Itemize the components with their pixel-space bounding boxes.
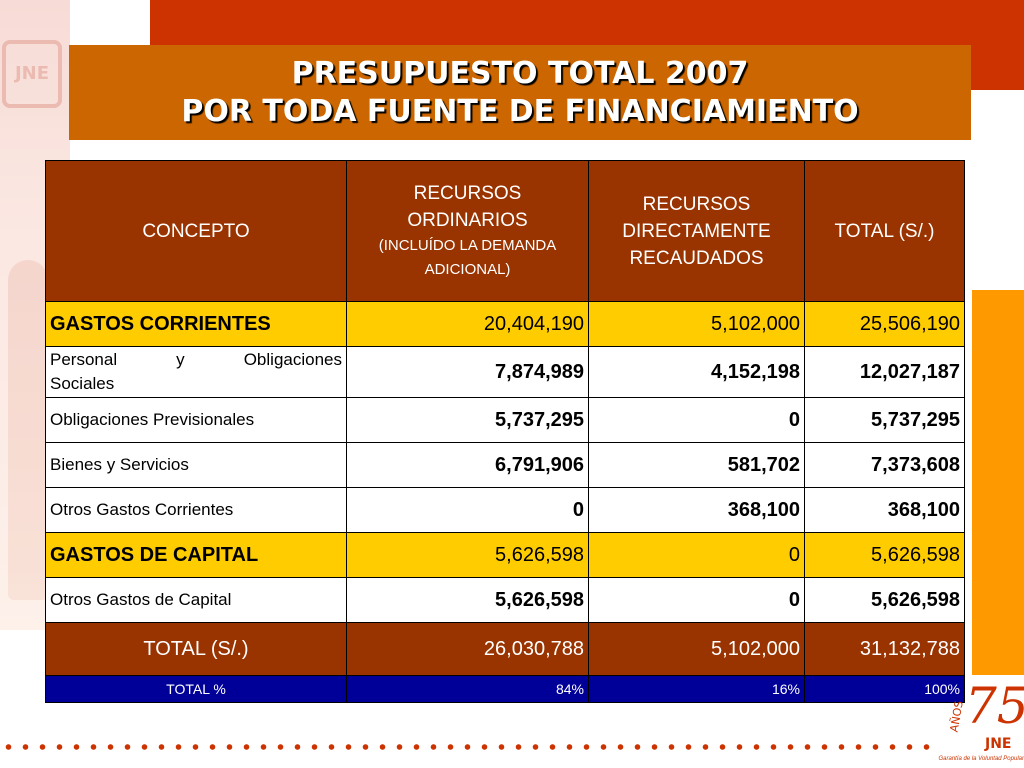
table-header-row: CONCEPTO RECURSOS ORDINARIOS (INCLUÍDO L… bbox=[45, 160, 965, 302]
title-box: PRESUPUESTO TOTAL 2007 POR TODA FUENTE D… bbox=[69, 45, 971, 140]
row-ro: 5,626,598 bbox=[346, 532, 589, 578]
table-row: Personal y Obligaciones Sociales 7,874,9… bbox=[45, 346, 965, 398]
row-concepto: GASTOS DE CAPITAL bbox=[45, 532, 347, 578]
row-rdr: 368,100 bbox=[588, 487, 805, 533]
row-total: 5,626,598 bbox=[804, 577, 965, 623]
row-total: 7,373,608 bbox=[804, 442, 965, 488]
row-rdr: 581,702 bbox=[588, 442, 805, 488]
row-total: 5,737,295 bbox=[804, 397, 965, 443]
row-total: 5,626,598 bbox=[804, 532, 965, 578]
row-total: 12,027,187 bbox=[804, 346, 965, 398]
row-concepto: Otros Gastos de Capital bbox=[45, 577, 347, 623]
row-concepto: GASTOS CORRIENTES bbox=[45, 301, 347, 347]
anniversary-logo: 75 AÑOS JNE Garantía de la Voluntad Popu… bbox=[935, 676, 1024, 768]
row-concepto-line2: Sociales bbox=[50, 374, 115, 393]
row-rdr: 5,102,000 bbox=[588, 301, 805, 347]
row-rdr: 4,152,198 bbox=[588, 346, 805, 398]
header-rdr-line2: DIRECTAMENTE bbox=[622, 220, 771, 242]
row-concepto: Obligaciones Previsionales bbox=[45, 397, 347, 443]
header-rdr-line1: RECURSOS bbox=[642, 193, 751, 215]
header-rdr-line3: RECAUDADOS bbox=[629, 247, 764, 269]
total-ro: 26,030,788 bbox=[346, 622, 589, 676]
pct-concepto: TOTAL % bbox=[45, 675, 347, 703]
row-concepto: Otros Gastos Corrientes bbox=[45, 487, 347, 533]
table-row: GASTOS DE CAPITAL 5,626,598 0 5,626,598 bbox=[45, 532, 965, 578]
title-line-1: PRESUPUESTO TOTAL 2007 bbox=[291, 55, 749, 91]
anniversary-anos: AÑOS bbox=[947, 699, 966, 734]
jne-watermark-logo-icon: JNE bbox=[2, 40, 62, 108]
table-row: GASTOS CORRIENTES 20,404,190 5,102,000 2… bbox=[45, 301, 965, 347]
row-concepto: Personal y Obligaciones Sociales bbox=[45, 346, 347, 398]
header-recursos-directamente-recaudados: RECURSOS DIRECTAMENTE RECAUDADOS bbox=[588, 160, 805, 302]
anniversary-org: JNE bbox=[985, 736, 1012, 752]
anniversary-number: 75 bbox=[965, 677, 1024, 735]
row-ro: 0 bbox=[346, 487, 589, 533]
header-recursos-ordinarios: RECURSOS ORDINARIOS (INCLUÍDO LA DEMANDA… bbox=[346, 160, 589, 302]
row-total: 25,506,190 bbox=[804, 301, 965, 347]
budget-table: CONCEPTO RECURSOS ORDINARIOS (INCLUÍDO L… bbox=[45, 160, 965, 703]
total-row: TOTAL (S/.) 26,030,788 5,102,000 31,132,… bbox=[45, 622, 965, 676]
total-rdr: 5,102,000 bbox=[588, 622, 805, 676]
row-rdr: 0 bbox=[588, 577, 805, 623]
table-row: Bienes y Servicios 6,791,906 581,702 7,3… bbox=[45, 442, 965, 488]
row-total: 368,100 bbox=[804, 487, 965, 533]
percent-row: TOTAL % 84% 16% 100% bbox=[45, 675, 965, 703]
total-total: 31,132,788 bbox=[804, 622, 965, 676]
header-ro-line1: RECURSOS bbox=[413, 183, 522, 204]
row-ro: 5,626,598 bbox=[346, 577, 589, 623]
anniversary-slogan: Garantía de la Voluntad Popular bbox=[938, 756, 1024, 762]
header-ro-line2: ORDINARIOS bbox=[407, 210, 528, 231]
row-ro: 7,874,989 bbox=[346, 346, 589, 398]
table-row: Otros Gastos de Capital 5,626,598 0 5,62… bbox=[45, 577, 965, 623]
right-orange-bar bbox=[972, 290, 1024, 675]
pct-total: 100% bbox=[804, 675, 965, 703]
row-concepto-line1: Personal y Obligaciones bbox=[50, 350, 342, 369]
row-ro: 6,791,906 bbox=[346, 442, 589, 488]
header-ro-sub2: ADICIONAL) bbox=[424, 261, 511, 278]
pct-rdr: 16% bbox=[588, 675, 805, 703]
row-ro: 20,404,190 bbox=[346, 301, 589, 347]
header-concepto: CONCEPTO bbox=[45, 160, 347, 302]
pct-ro: 84% bbox=[346, 675, 589, 703]
watermark-figure-icon bbox=[8, 260, 48, 600]
table-row: Otros Gastos Corrientes 0 368,100 368,10… bbox=[45, 487, 965, 533]
dotted-divider bbox=[0, 744, 930, 750]
title-line-2: POR TODA FUENTE DE FINANCIAMIENTO bbox=[181, 93, 859, 129]
header-total: TOTAL (S/.) bbox=[804, 160, 965, 302]
total-concepto: TOTAL (S/.) bbox=[45, 622, 347, 676]
header-ro-sub1: (INCLUÍDO LA DEMANDA bbox=[378, 237, 557, 254]
row-rdr: 0 bbox=[588, 397, 805, 443]
row-ro: 5,737,295 bbox=[346, 397, 589, 443]
row-rdr: 0 bbox=[588, 532, 805, 578]
row-concepto: Bienes y Servicios bbox=[45, 442, 347, 488]
table-row: Obligaciones Previsionales 5,737,295 0 5… bbox=[45, 397, 965, 443]
